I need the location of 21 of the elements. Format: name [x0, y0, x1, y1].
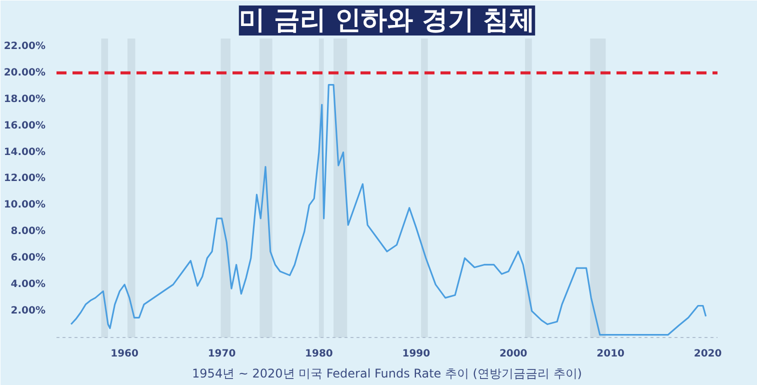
chart-title: 미 금리 인하와 경기 침체: [238, 6, 536, 36]
y-tick-label: 6.00%: [10, 252, 46, 264]
y-tick-label: 12.00%: [4, 173, 46, 184]
y-tick-label: 14.00%: [4, 146, 46, 158]
y-tick-label: 4.00%: [10, 279, 46, 290]
y-tick-label: 8.00%: [10, 226, 46, 238]
y-tick-label: 2.00%: [10, 306, 46, 317]
text: 1954년 ~ 2020년 미국 Federal Funds Rate 추이 (연방기금금리 추이): [192, 366, 582, 380]
y-tick-label: 22.00%: [4, 40, 46, 52]
x-tick-label: 2020: [694, 348, 722, 360]
x-tick-label: 2000: [499, 348, 528, 360]
x-tick-label: 1980: [305, 348, 333, 360]
x-tick-label: 2010: [596, 348, 625, 360]
y-tick-label: 20.00%: [4, 67, 46, 78]
y-tick-label: 18.00%: [4, 94, 46, 105]
line-series: [70, 84, 707, 336]
x-tick-label: 1990: [402, 348, 430, 360]
x-tick-label: 1960: [110, 348, 138, 360]
y-tick-label: 10.00%: [4, 200, 46, 211]
x-tick-label: 1970: [208, 348, 236, 360]
y-tick-label: 16.00%: [4, 120, 46, 132]
